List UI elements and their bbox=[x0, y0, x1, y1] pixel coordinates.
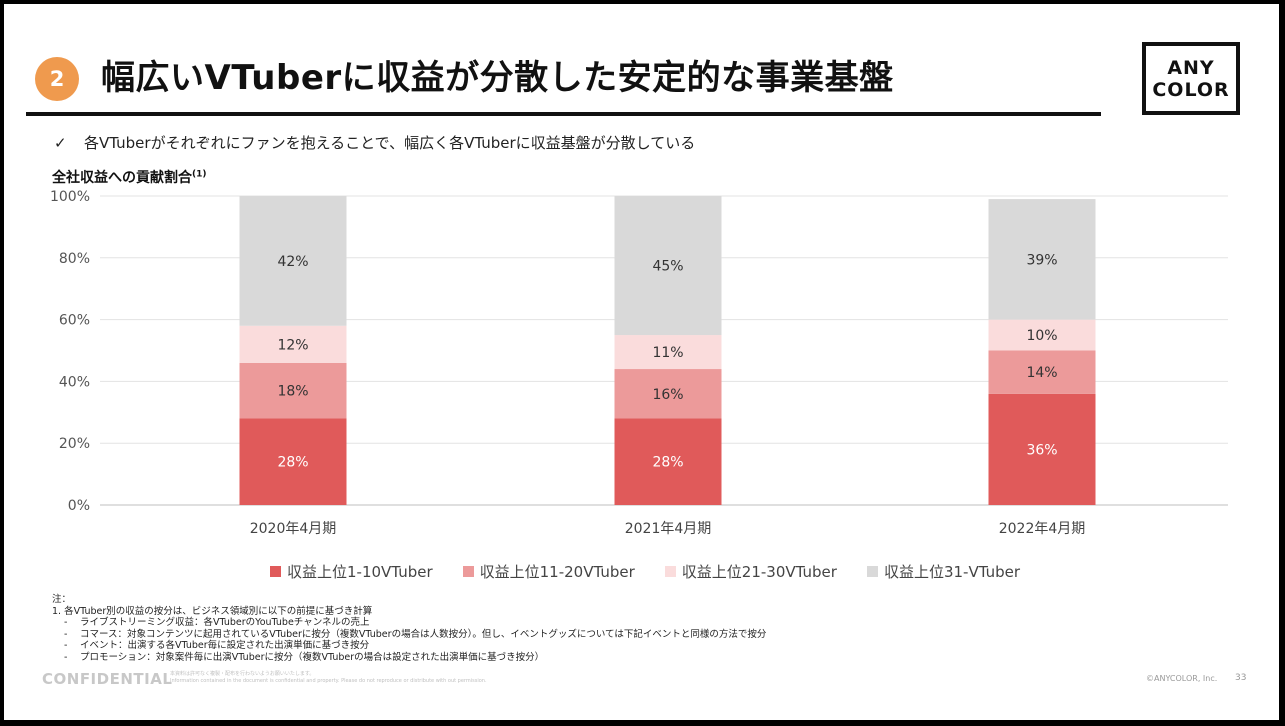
data-label: 42% bbox=[277, 254, 308, 270]
legend-item-top-11-20: 収益上位11-20VTuber bbox=[462, 561, 635, 582]
title-underline bbox=[26, 112, 1101, 116]
bar-segment bbox=[988, 199, 1096, 320]
data-label: 28% bbox=[652, 455, 683, 471]
bar-segment bbox=[988, 393, 1096, 505]
bar-segment bbox=[239, 325, 347, 363]
notice-line-2: Information contained in the document is… bbox=[170, 678, 487, 684]
bar-segment bbox=[614, 196, 722, 336]
y-tick-label: 20% bbox=[59, 436, 90, 452]
data-label: 45% bbox=[652, 259, 683, 275]
data-label: 36% bbox=[1026, 442, 1057, 458]
section-number-badge: 2 bbox=[35, 57, 79, 101]
y-tick-label: 0% bbox=[68, 498, 90, 514]
legend-item-top-1-10: 収益上位1-10VTuber bbox=[270, 561, 433, 582]
legend-swatch bbox=[664, 566, 676, 577]
data-label: 28% bbox=[277, 455, 308, 471]
confidentiality-notice: 本資料は許可なく複製・配布を行わないようお願いいたします。 Informatio… bbox=[170, 671, 487, 685]
bar-segment bbox=[239, 418, 347, 505]
legend-swatch bbox=[866, 566, 878, 577]
legend-item-top-21-30: 収益上位21-30VTuber bbox=[664, 561, 837, 582]
bar-segment bbox=[239, 196, 347, 326]
chart-legend: 収益上位1-10VTuber 収益上位11-20VTuber 収益上位21-30… bbox=[270, 561, 1020, 582]
chart-title-footnote-ref: (1) bbox=[192, 169, 207, 180]
summary-text: 各VTuberがそれぞれにファンを抱えることで、幅広く各VTuberに収益基盤が… bbox=[84, 134, 696, 152]
stacked-bar-chart: 0% 20% 40% 60% 80% 100% 28% 18% 12% 42% 2020年4月期 28… bbox=[50, 189, 1228, 537]
bar-segment bbox=[614, 369, 722, 419]
data-label: 11% bbox=[652, 345, 683, 361]
check-icon: ✓ bbox=[54, 134, 67, 152]
bar-segment bbox=[614, 335, 722, 370]
footnotes: 注： 1. 各VTuber別の収益の按分は、ビジネス領域別に以下の前提に基づき計… bbox=[52, 594, 766, 663]
data-label: 14% bbox=[1026, 365, 1057, 381]
y-tick-label: 40% bbox=[59, 374, 90, 390]
bar-segment bbox=[988, 350, 1096, 394]
bar-segment bbox=[239, 362, 347, 419]
logo-line-1: ANY bbox=[1167, 56, 1215, 79]
data-label: 12% bbox=[277, 337, 308, 353]
bar-segment bbox=[614, 418, 722, 505]
data-label: 18% bbox=[277, 384, 308, 400]
notes-heading: 注： bbox=[52, 594, 72, 605]
data-label: 16% bbox=[652, 387, 683, 403]
y-tick-label: 100% bbox=[50, 189, 90, 205]
legend-item-top-31-plus: 収益上位31-VTuber bbox=[866, 561, 1021, 582]
confidential-label: CONFIDENTIAL bbox=[42, 670, 173, 688]
legend-label: 収益上位31-VTuber bbox=[883, 563, 1021, 581]
page-number: 33 bbox=[1235, 673, 1247, 683]
x-tick-label: 2020年4月期 bbox=[250, 521, 337, 537]
data-label: 39% bbox=[1026, 252, 1057, 268]
legend-swatch bbox=[270, 566, 281, 577]
chart-title-text: 全社収益への貢献割合 bbox=[52, 170, 192, 186]
bar-segment bbox=[988, 319, 1096, 351]
notice-line-1: 本資料は許可なく複製・配布を行わないようお願いいたします。 bbox=[170, 671, 315, 677]
copyright: ©ANYCOLOR, Inc. bbox=[1146, 674, 1218, 683]
page-title: 幅広いVTuberに収益が分散した安定的な事業基盤 bbox=[101, 58, 894, 98]
summary-bullet: ✓ 各VTuberがそれぞれにファンを抱えることで、幅広く各VTuberに収益基盤… bbox=[54, 132, 695, 153]
x-tick-label: 2022年4月期 bbox=[999, 521, 1086, 537]
logo-line-2: COLOR bbox=[1152, 78, 1230, 101]
data-label: 10% bbox=[1026, 328, 1057, 344]
chart-title: 全社収益への貢献割合(1) bbox=[52, 167, 207, 187]
note-item-1: 1. 各VTuber別の収益の按分は、ビジネス領域別に以下の前提に基づき計算 bbox=[52, 605, 373, 617]
note-sub-item: - コマース：対象コンテンツに起用されているVTuberに按分（複数VTuberの… bbox=[64, 628, 767, 640]
y-tick-label: 80% bbox=[59, 251, 90, 267]
anycolor-logo: ANY COLOR bbox=[1142, 42, 1240, 115]
y-tick-label: 60% bbox=[59, 313, 90, 329]
note-sub-item: - ライブストリーミング収益：各VTuberのYouTubeチャンネルの売上 bbox=[64, 617, 370, 628]
slide: 2 幅広いVTuberに収益が分散した安定的な事業基盤 ANY COLOR ✓ 各… bbox=[4, 4, 1279, 720]
legend-swatch bbox=[462, 566, 474, 577]
legend-label: 収益上位11-20VTuber bbox=[479, 563, 635, 581]
legend-label: 収益上位21-30VTuber bbox=[681, 563, 837, 581]
note-sub-item: - イベント：出演する各VTuber毎に設定された出演単価に基づき按分 bbox=[64, 640, 370, 651]
legend-label: 収益上位1-10VTuber bbox=[287, 563, 433, 581]
note-sub-item: - プロモーション：対象案件毎に出演VTuberに按分（複数VTuberの場合は設… bbox=[64, 651, 545, 663]
x-tick-label: 2021年4月期 bbox=[625, 521, 712, 537]
